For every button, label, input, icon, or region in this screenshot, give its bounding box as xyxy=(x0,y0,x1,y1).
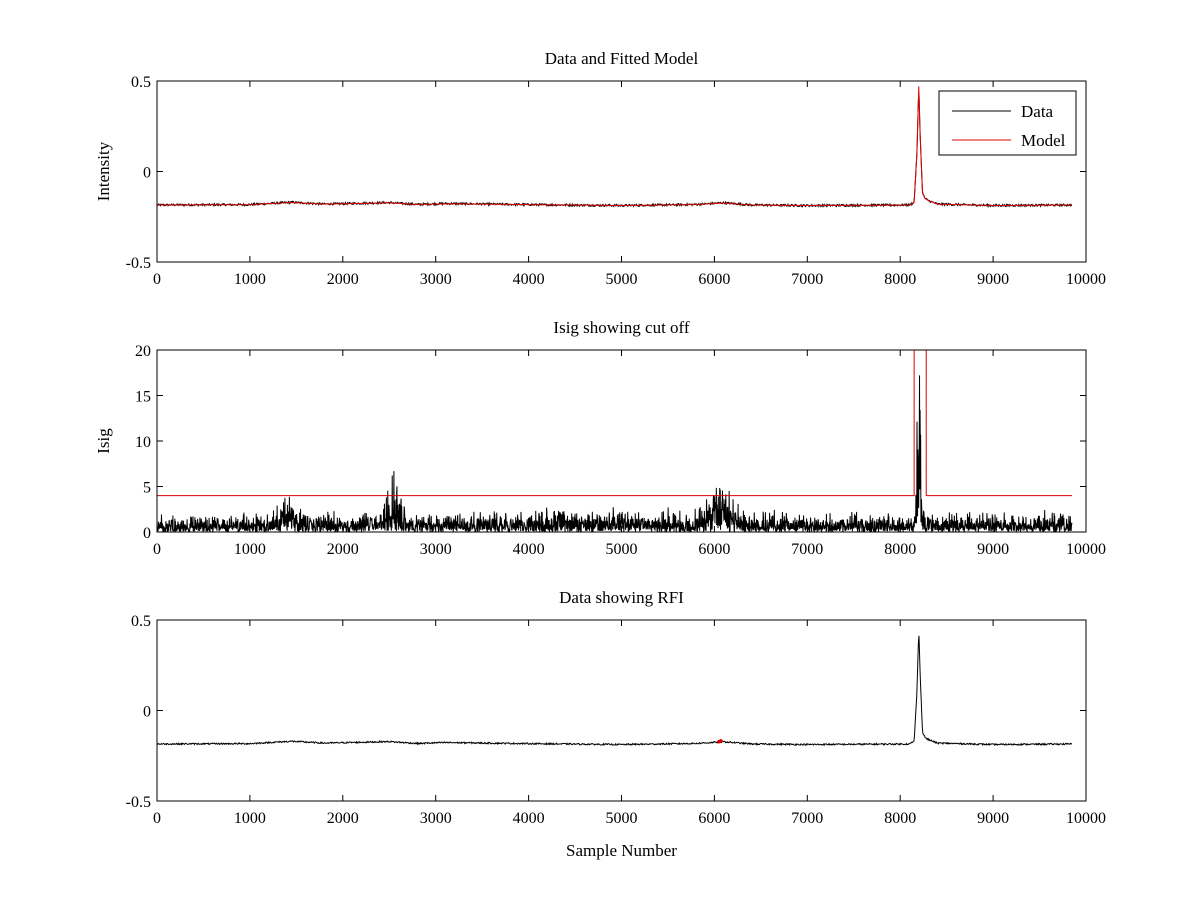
x-tick-label: 5000 xyxy=(606,541,638,558)
plot-title: Data showing RFI xyxy=(559,588,684,607)
x-tick-label: 1000 xyxy=(234,810,266,827)
x-tick-label: 3000 xyxy=(420,271,452,288)
y-tick-label: 5 xyxy=(143,480,151,497)
x-tick-label: 5000 xyxy=(606,810,638,827)
x-tick-label: 0 xyxy=(153,541,161,558)
x-tick-label: 9000 xyxy=(977,810,1009,827)
x-tick-label: 3000 xyxy=(420,810,452,827)
y-tick-label: 0 xyxy=(143,704,151,721)
y-tick-label: 0 xyxy=(143,525,151,542)
y-tick-label: 15 xyxy=(135,389,151,406)
x-tick-label: 2000 xyxy=(327,541,359,558)
x-tick-label: 6000 xyxy=(698,271,730,288)
x-tick-label: 3000 xyxy=(420,541,452,558)
x-tick-label: 8000 xyxy=(884,271,916,288)
x-tick-label: 10000 xyxy=(1066,810,1106,827)
y-tick-label: 10 xyxy=(135,434,151,451)
x-tick-label: 7000 xyxy=(791,810,823,827)
x-axis-label: Sample Number xyxy=(566,841,677,860)
y-tick-label: 20 xyxy=(135,343,151,360)
plot-title: Isig showing cut off xyxy=(553,318,689,337)
rfi-marker xyxy=(719,739,723,743)
legend-label: Data xyxy=(1021,102,1054,121)
x-tick-label: 10000 xyxy=(1066,271,1106,288)
subplot-3: 0 1000 2000 3000 4000 5000 6000 7000 8000 9000 100… xyxy=(126,588,1106,860)
series-2-line xyxy=(157,350,1073,497)
y-axis-label: Isig xyxy=(94,428,113,454)
x-tick-label: 0 xyxy=(153,271,161,288)
x-tick-label: 2000 xyxy=(327,810,359,827)
x-tick-label: 9000 xyxy=(977,271,1009,288)
series-data-line xyxy=(157,93,1073,209)
axes-box xyxy=(156,349,1087,533)
series-model-line xyxy=(157,86,1073,207)
x-tick-label: 1000 xyxy=(234,541,266,558)
series-group xyxy=(157,86,1073,209)
y-axis-label: Intensity xyxy=(94,141,113,201)
x-tick-label: 7000 xyxy=(791,541,823,558)
x-tick-label: 1000 xyxy=(234,271,266,288)
x-tick-label: 6000 xyxy=(698,810,730,827)
x-tick-label: 8000 xyxy=(884,810,916,827)
x-tick-label: 2000 xyxy=(327,271,359,288)
axes-box xyxy=(156,619,1087,802)
x-tick-label: 7000 xyxy=(791,271,823,288)
x-tick-label: 9000 xyxy=(977,541,1009,558)
x-tick-label: 5000 xyxy=(606,271,638,288)
legend-label: Model xyxy=(1021,131,1066,150)
y-tick-label: 0.5 xyxy=(131,613,151,630)
y-tick-label: -0.5 xyxy=(126,255,151,272)
y-tick-label: 0 xyxy=(143,165,151,182)
x-tick-label: 6000 xyxy=(698,541,730,558)
series-1-line xyxy=(157,635,1073,747)
plot-title: Data and Fitted Model xyxy=(545,49,699,68)
x-tick-label: 4000 xyxy=(513,810,545,827)
x-tick-label: 10000 xyxy=(1066,541,1106,558)
legend: Data Model xyxy=(938,90,1077,156)
x-tick-label: 4000 xyxy=(513,541,545,558)
y-tick-label: 0.5 xyxy=(131,74,151,91)
x-tick-label: 8000 xyxy=(884,541,916,558)
x-tick-label: 0 xyxy=(153,810,161,827)
series-group xyxy=(157,635,1073,747)
x-tick-label: 4000 xyxy=(513,271,545,288)
series-group xyxy=(157,350,1073,532)
y-tick-label: -0.5 xyxy=(126,794,151,811)
series-1-line xyxy=(157,375,1073,532)
subplot-2: 0 1000 2000 3000 4000 5000 6000 7000 8000 9000 100… xyxy=(94,318,1106,558)
legend-box xyxy=(938,90,1077,156)
subplot-1: 0 1000 2000 3000 4000 5000 6000 7000 8000 9000 100… xyxy=(94,49,1106,288)
